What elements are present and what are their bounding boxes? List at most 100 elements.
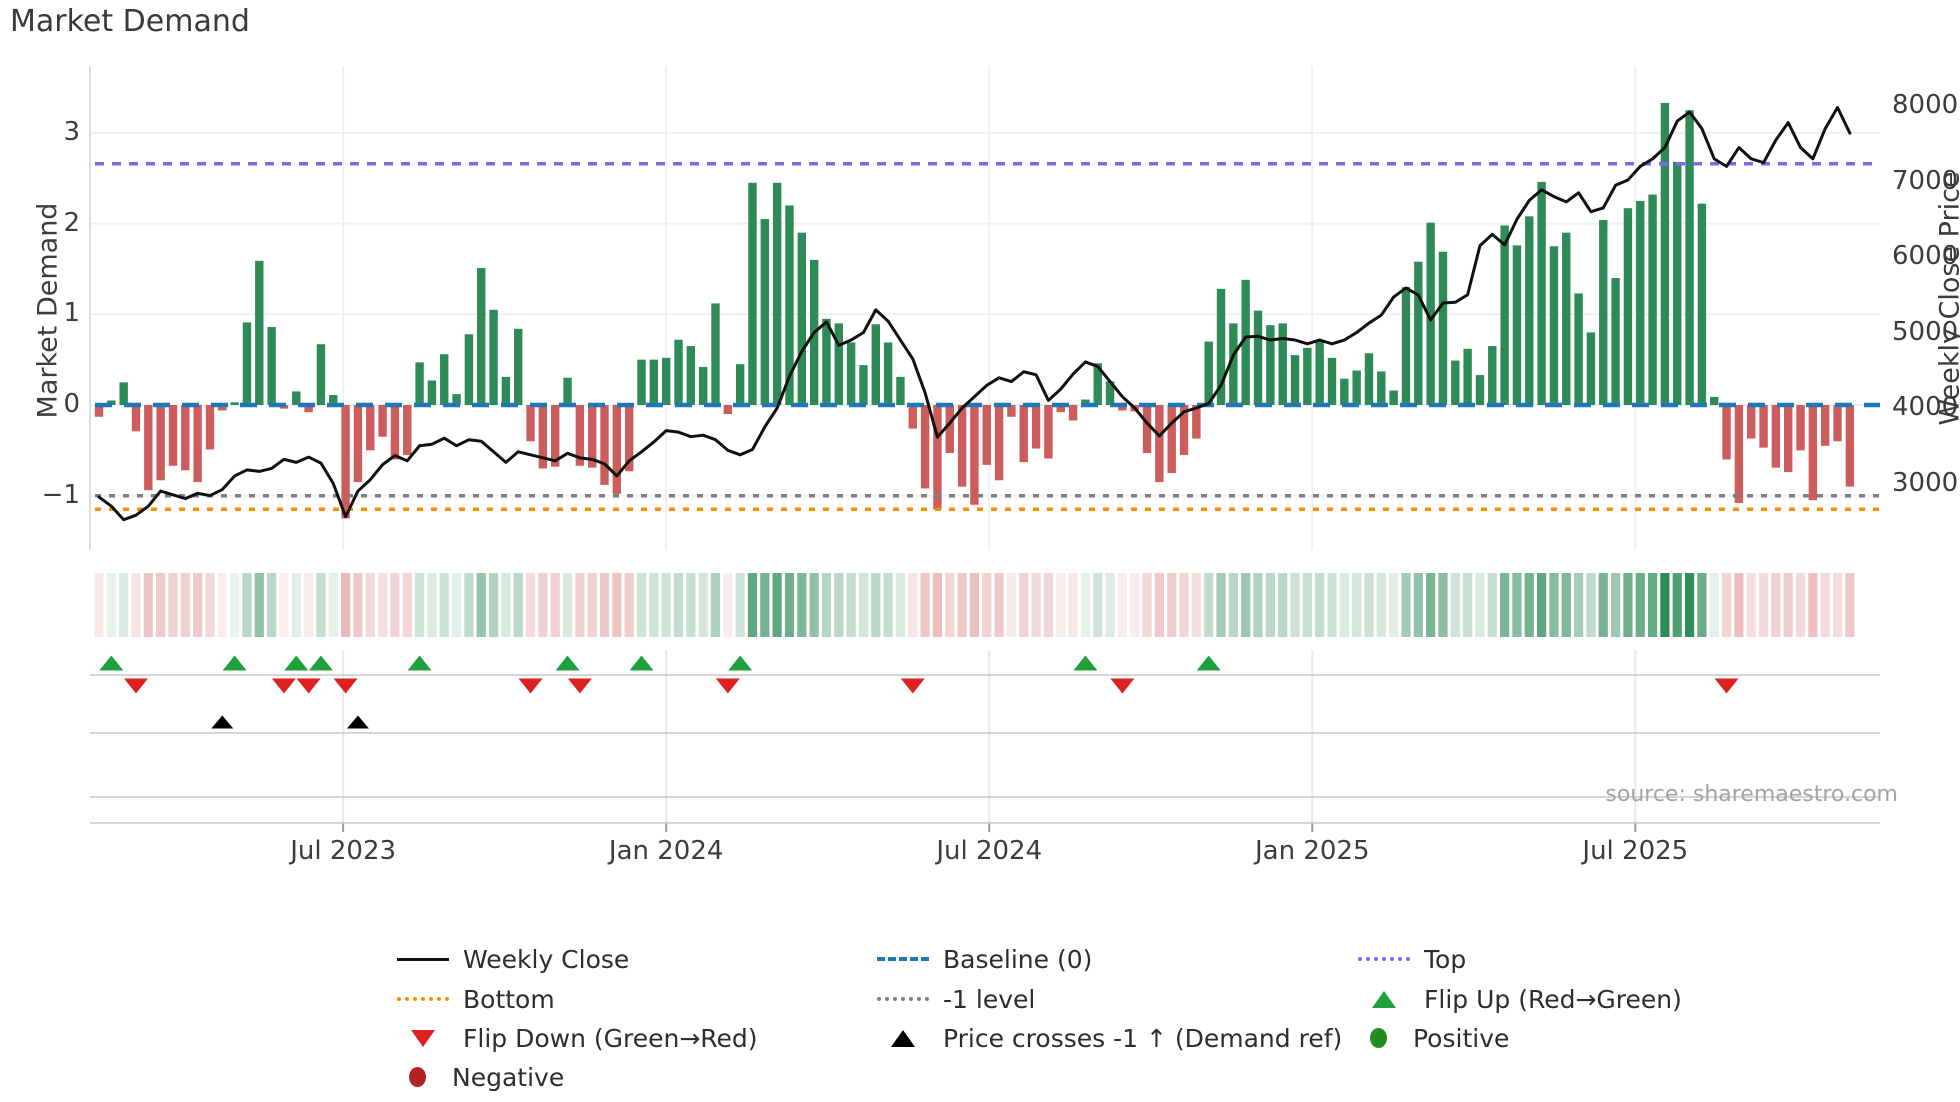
heatmap-stripe (1537, 573, 1547, 637)
heatmap-stripe (1080, 573, 1090, 637)
demand-bar-positive (1574, 293, 1583, 405)
heatmap-stripe (649, 573, 659, 637)
demand-bar-negative (341, 405, 350, 519)
demand-bar-positive (637, 359, 646, 405)
legend-item: Flip Up (Red→Green) (1358, 982, 1682, 1016)
demand-bar-negative (957, 405, 967, 487)
heatmap-stripe (1179, 573, 1189, 637)
demand-bar-positive (267, 326, 276, 405)
heatmap-stripe (1302, 573, 1312, 637)
heatmap-stripe (1574, 573, 1584, 637)
legend-item: Baseline (0) (877, 942, 1092, 976)
legend-item: Price crosses -1 ↑ (Demand ref) (877, 1021, 1342, 1055)
heatmap-stripe (1672, 573, 1682, 637)
heatmap-stripe (1783, 573, 1793, 637)
heatmap-stripe (1376, 573, 1386, 637)
heatmap-stripe (1105, 573, 1115, 637)
heatmap-stripe (1610, 573, 1621, 637)
demand-bar-positive (1525, 216, 1534, 405)
heatmap-stripe (932, 573, 943, 637)
heatmap-stripe (1808, 573, 1818, 637)
demand-bar-positive (1290, 355, 1300, 405)
demand-bar-positive (1377, 371, 1386, 405)
heatmap-stripe (908, 573, 918, 637)
demand-bar-positive (292, 391, 301, 405)
demand-bar-positive (871, 324, 880, 405)
legend-dotted-line-icon (1358, 957, 1410, 961)
heatmap-stripe (1549, 573, 1559, 637)
demand-bar-positive (1216, 288, 1226, 405)
heatmap-stripe (1389, 573, 1399, 637)
heatmap-stripe (488, 573, 499, 637)
flip-down-marker (1110, 678, 1135, 694)
heatmap-stripe (969, 573, 980, 637)
demand-bar-negative (538, 405, 548, 469)
demand-bar-positive (1093, 363, 1102, 405)
demand-bar-negative (982, 405, 991, 465)
heatmap-stripe (501, 573, 511, 637)
heatmap-stripe (562, 573, 573, 637)
demand-bar-negative (1044, 405, 1053, 459)
heatmap-stripe (1524, 573, 1534, 637)
demand-bar-positive (329, 395, 338, 405)
demand-bar-positive (452, 394, 461, 405)
heatmap-stripe (1487, 573, 1497, 637)
demand-bar-positive (464, 334, 474, 405)
demand-bar-positive (1340, 378, 1349, 405)
right-axis-title: Weekly Close Price (1934, 171, 1960, 426)
demand-bar-positive (119, 382, 128, 405)
flip-down-marker (567, 678, 592, 694)
heatmap-stripe (1758, 573, 1769, 637)
demand-bar-negative (1796, 405, 1805, 451)
demand-bar-negative (612, 405, 622, 494)
demand-bar-negative (218, 405, 227, 411)
heatmap-stripe (242, 573, 252, 637)
heatmap-stripe (797, 573, 807, 637)
heatmap-stripe (439, 573, 449, 637)
demand-bar-positive (1562, 232, 1571, 405)
heatmap-stripe (624, 573, 634, 637)
demand-bar-negative (1734, 405, 1744, 503)
legend-item-label: -1 level (943, 984, 1036, 1014)
heatmap-stripe (451, 573, 462, 637)
heatmap-stripe (735, 573, 745, 637)
demand-bar-positive (1303, 347, 1312, 405)
price-cross-marker (211, 715, 234, 729)
demand-bar-positive (501, 376, 511, 405)
weekly-close-line (97, 106, 1852, 522)
legend-item-label: Weekly Close (463, 944, 630, 974)
heatmap-stripe (156, 573, 166, 637)
heatmap-stripe (809, 573, 819, 637)
demand-bar-positive (1636, 200, 1645, 405)
heatmap-stripe (858, 573, 869, 637)
demand-bar-negative (933, 405, 942, 510)
legend-item-label: Price crosses -1 ↑ (Demand ref) (943, 1023, 1343, 1053)
demand-bar-negative (723, 405, 733, 415)
demand-bar-negative (1808, 405, 1818, 501)
heatmap-stripe (1117, 573, 1127, 637)
legend-item: Weekly Close (397, 942, 629, 976)
demand-bar-positive (649, 359, 659, 405)
demand-bar-negative (920, 405, 930, 489)
demand-bar-positive (1475, 375, 1485, 405)
heatmap-stripe (427, 573, 437, 637)
flip-up-marker (629, 655, 654, 671)
heatmap-stripe (180, 573, 190, 637)
legend-dashed-line-icon (877, 957, 929, 961)
demand-bar-positive (1327, 357, 1337, 405)
heatmap-stripe (1832, 573, 1843, 637)
demand-bar-positive (760, 219, 770, 405)
heatmap-stripe (402, 573, 412, 637)
right-tick-label: 8000 (1892, 90, 1959, 120)
heatmap-stripe (1463, 573, 1473, 637)
demand-bar-negative (1056, 405, 1065, 413)
demand-bar-negative (366, 405, 375, 451)
heatmap-stripe (920, 573, 930, 637)
heatmap-stripe (1598, 573, 1608, 637)
demand-bar-negative (1747, 405, 1756, 439)
heatmap-stripe (1265, 573, 1275, 637)
demand-bar-positive (477, 268, 486, 405)
legend-item: -1 level (877, 982, 1035, 1016)
demand-bar-negative (624, 405, 634, 472)
